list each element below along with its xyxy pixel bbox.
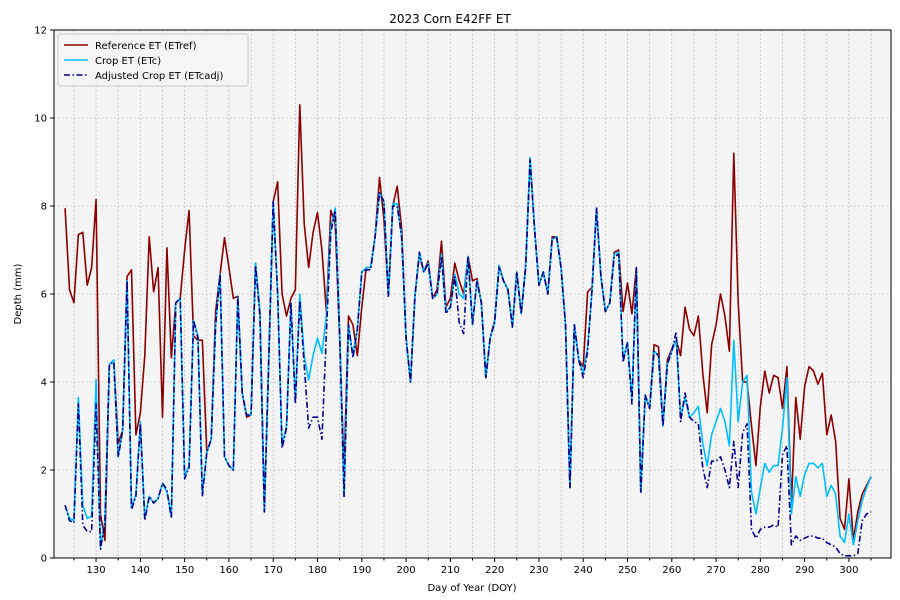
y-tick-label: 2 [41,466,47,477]
y-tick-label: 8 [41,202,47,213]
chart-title: 2023 Corn E42FF ET [389,12,511,26]
x-tick-label: 280 [751,565,770,576]
x-tick-label: 230 [529,565,548,576]
y-tick-label: 4 [41,378,47,389]
x-tick-label: 180 [308,565,327,576]
x-tick-label: 210 [441,565,460,576]
x-tick-label: 200 [397,565,416,576]
legend: Reference ET (ETref) Crop ET (ETc) Adjus… [57,33,249,87]
y-tick-label: 10 [34,114,47,125]
axis-ticks: 0 2 4 6 8 10 12 130 140 150 160 170 180 190 200 210 220 2… [34,26,872,576]
y-tick-label: 0 [41,554,47,565]
grid-lines [54,30,891,558]
y-tick-label: 6 [41,290,47,301]
y-tick-label: 12 [34,26,47,37]
x-tick-label: 290 [795,565,814,576]
x-tick-label: 250 [618,565,637,576]
legend-box [57,33,249,87]
legend-label-etcadj: Adjusted Crop ET (ETcadj) [95,71,223,82]
x-tick-label: 160 [219,565,238,576]
y-axis-label: Depth (mm) [13,263,24,324]
x-tick-label: 170 [264,565,283,576]
legend-label-etc: Crop ET (ETc) [95,56,161,67]
series-lines [64,104,872,557]
x-tick-label: 270 [707,565,726,576]
x-tick-label: 220 [485,565,504,576]
x-tick-label: 190 [352,565,371,576]
x-tick-label: 260 [662,565,681,576]
x-tick-label: 140 [131,565,150,576]
x-tick-label: 240 [574,565,593,576]
legend-label-etref: Reference ET (ETref) [95,41,197,52]
x-tick-label: 150 [175,565,194,576]
x-tick-label: 300 [839,565,858,576]
x-tick-label: 130 [87,565,106,576]
x-axis-label: Day of Year (DOY) [427,583,516,594]
